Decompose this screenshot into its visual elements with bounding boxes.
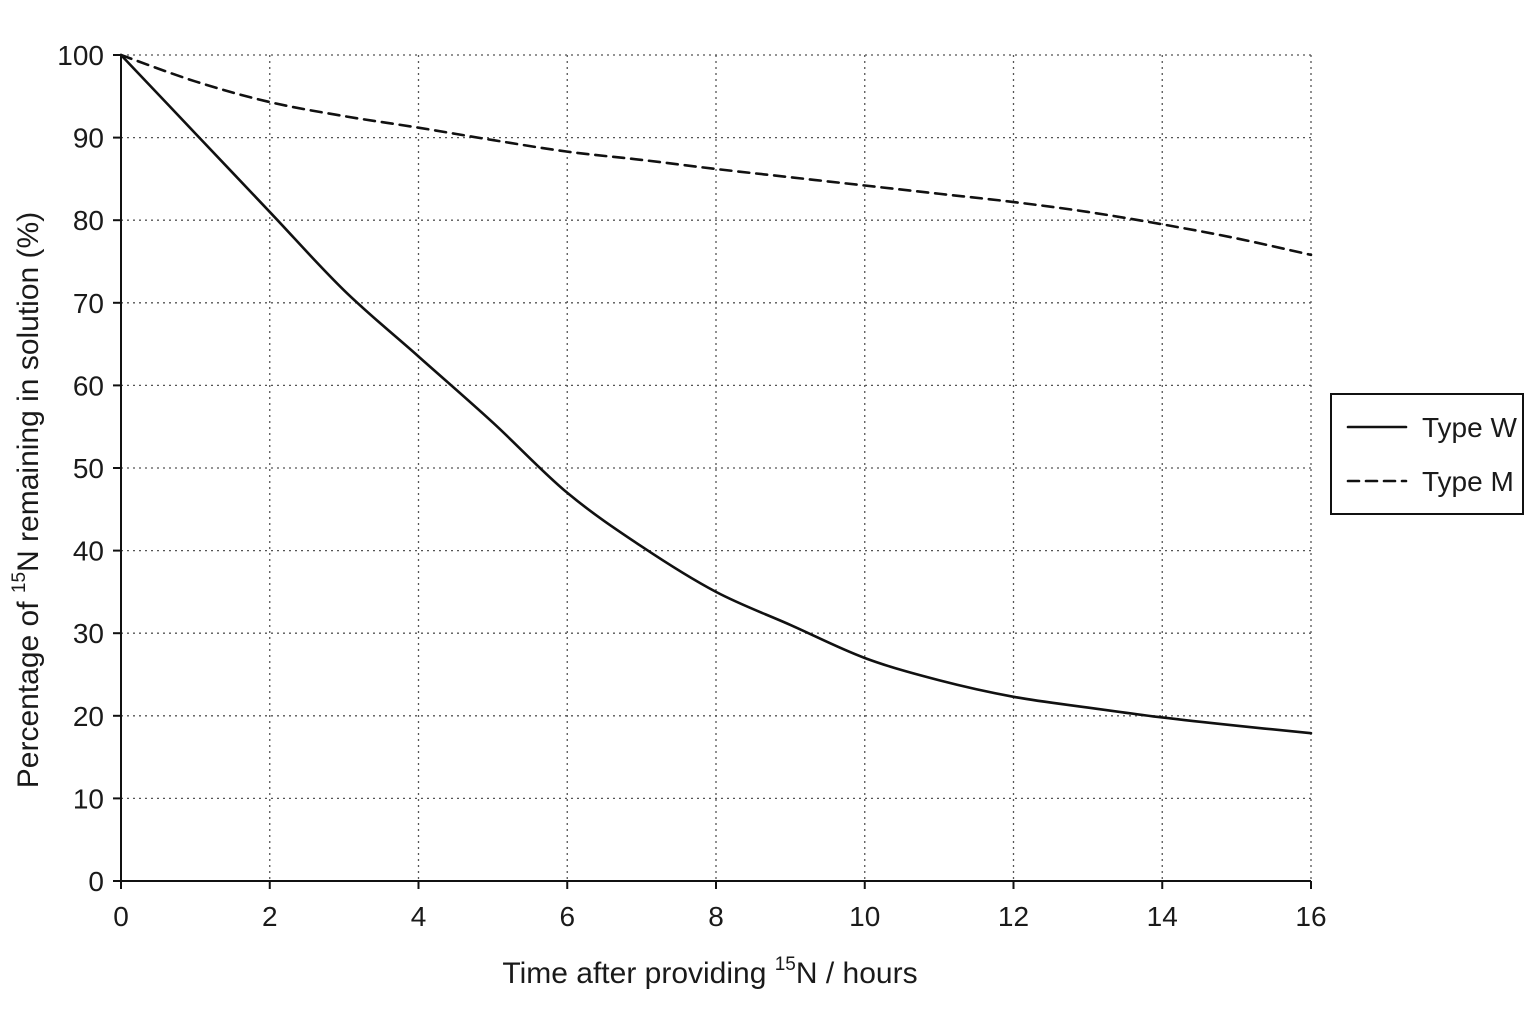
x-tick-label: 0 (113, 901, 129, 932)
y-tick-label: 50 (73, 453, 104, 484)
x-tick-label: 12 (998, 901, 1029, 932)
legend-label-type-w: Type W (1422, 412, 1517, 443)
y-tick-label: 10 (73, 783, 104, 814)
y-tick-label: 40 (73, 536, 104, 567)
y-tick-label: 30 (73, 618, 104, 649)
x-tick-label: 14 (1147, 901, 1178, 932)
legend-box (1330, 393, 1524, 515)
y-tick-label: 90 (73, 123, 104, 154)
y-tick-label: 80 (73, 205, 104, 236)
y-tick-label: 20 (73, 701, 104, 732)
x-tick-label: 2 (262, 901, 278, 932)
x-tick-label: 6 (559, 901, 575, 932)
y-tick-label: 60 (73, 370, 104, 401)
grid-lines (121, 54, 1312, 881)
series-lines (119, 53, 1313, 735)
y-tick-label: 100 (57, 40, 104, 71)
series-line-type-w (119, 53, 1313, 735)
y-axis-ticks: 0 10 20 30 40 50 60 70 80 90 100 (57, 40, 121, 897)
x-axis-title: Time after providing 15N / hours (502, 954, 917, 990)
y-tick-label: 70 (73, 288, 104, 319)
y-axis-title: Percentage of 15N remaining in solution … (9, 212, 45, 788)
legend: Type W Type M (1330, 393, 1524, 515)
x-axis-ticks: 0 2 4 6 8 10 12 14 16 (113, 881, 1327, 932)
series-line-type-m (119, 53, 1313, 257)
legend-label-type-m: Type M (1422, 466, 1514, 497)
x-tick-label: 8 (708, 901, 724, 932)
x-tick-label: 4 (411, 901, 427, 932)
x-tick-label: 10 (849, 901, 880, 932)
x-tick-label: 16 (1295, 901, 1326, 932)
y-tick-label: 0 (88, 866, 104, 897)
